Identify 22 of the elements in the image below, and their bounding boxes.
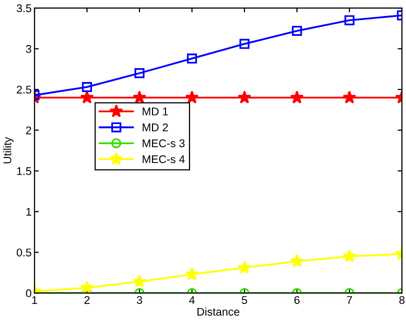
y-tick-label: 2.5 [16,86,32,94]
legend-label: MEC-s 4 [142,155,185,164]
legend-label: MD 2 [142,123,168,132]
y-axis-title: Utility [3,136,14,164]
y-tick-label: 2 [26,126,32,134]
x-tick-label: 8 [399,296,405,304]
y-tick-label: 3 [26,45,32,53]
x-tick-label: 2 [84,296,90,304]
x-axis-title: Distance [198,308,240,316]
legend-label: MD 1 [142,108,168,116]
x-tick-label: 6 [294,296,300,304]
x-tick-label: 4 [189,296,195,304]
legend-label: MEC-s 3 [142,139,185,148]
y-tick-label: 1 [26,208,32,216]
y-tick-label: 1.5 [17,167,32,176]
x-tick-label: 1 [32,296,38,304]
y-tick-label: 0.5 [16,248,32,256]
x-tick-label: 7 [346,296,352,304]
x-tick-label: 5 [242,296,248,304]
y-tick-label: 3.5 [16,4,32,12]
y-tick-label: 0 [26,289,32,298]
x-tick-label: 3 [136,296,142,304]
